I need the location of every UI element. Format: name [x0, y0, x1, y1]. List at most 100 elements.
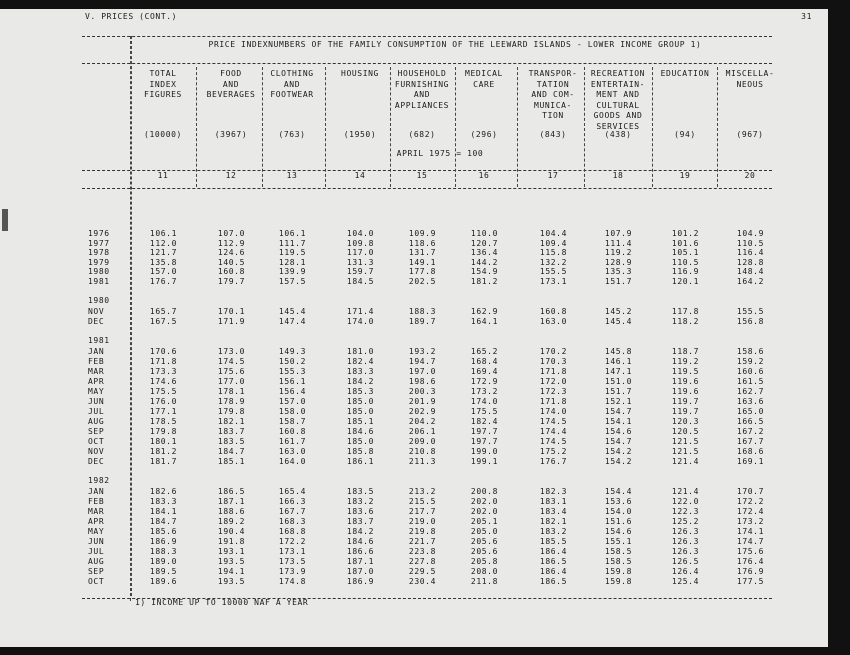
cell-value: 187.1 — [346, 557, 374, 566]
column-header: CARE — [473, 79, 495, 89]
cell-value: 116.4 — [736, 248, 764, 258]
cell-value: 154.1 — [604, 417, 632, 426]
cell-value: 163.0 — [539, 316, 567, 326]
cell-value: 179.8 — [149, 427, 177, 436]
cell-value: 119.5 — [671, 367, 699, 376]
cell-value: 112.0 — [149, 238, 177, 248]
column-header: MISCELLA- — [725, 69, 775, 78]
row-label: FEB — [88, 497, 105, 506]
cell-value: 147.4 — [278, 316, 306, 326]
cell-value: 157.5 — [278, 277, 306, 286]
cell-value: 174.6 — [149, 377, 177, 386]
rule — [82, 188, 772, 189]
cell-value: 106.1 — [149, 229, 177, 238]
row-label: JUN — [88, 537, 105, 546]
row-label: MAR — [88, 367, 105, 376]
cell-value: 150.2 — [278, 357, 306, 366]
cell-value: 197.7 — [470, 437, 498, 446]
cell-value: 128.9 — [604, 257, 632, 267]
cell-value: 167.7 — [278, 507, 306, 516]
cell-value: 144.2 — [470, 257, 498, 267]
cell-value: 221.7 — [408, 537, 436, 546]
cell-value: 128.8 — [736, 257, 764, 267]
cell-value: 184.7 — [217, 447, 245, 456]
cell-value: 176.9 — [736, 567, 764, 576]
column-header: NEOUS — [736, 79, 764, 89]
cell-value: 185.6 — [149, 527, 177, 536]
cell-value: 151.7 — [604, 387, 632, 396]
cell-value: 151.0 — [604, 377, 632, 386]
cell-value: 183.2 — [539, 527, 567, 536]
row-label: 1979 — [88, 257, 110, 267]
cell-value: 178.5 — [149, 417, 177, 426]
cell-value: 193.5 — [217, 577, 245, 586]
cell-value: 200.8 — [470, 487, 498, 496]
cell-value: 166.3 — [278, 497, 306, 506]
cell-value: 166.5 — [736, 417, 764, 426]
row-label: APR — [88, 377, 105, 386]
column-header: CLOTHING — [270, 69, 314, 78]
table-title: PRICE INDEXNUMBERS OF THE FAMILY CONSUMP… — [208, 40, 702, 49]
group-label: 1982 — [88, 476, 110, 485]
group-label: 1981 — [88, 336, 110, 345]
cell-value: 158.0 — [278, 407, 306, 416]
cell-value: 182.1 — [539, 517, 567, 526]
row-label: JAN — [88, 487, 105, 496]
column-separator — [130, 36, 131, 601]
cell-value: 183.7 — [346, 517, 374, 526]
cell-value: 174.4 — [539, 427, 567, 436]
column-weight: (3967) — [214, 130, 248, 139]
column-separator — [717, 67, 718, 187]
cell-value: 173.2 — [470, 387, 498, 396]
cell-value: 170.2 — [539, 347, 567, 356]
cell-value: 126.3 — [671, 547, 699, 556]
cell-value: 156.4 — [278, 387, 306, 396]
cell-value: 186.1 — [346, 457, 374, 466]
cell-value: 135.3 — [604, 267, 632, 277]
cell-value: 165.4 — [278, 487, 306, 496]
cell-value: 118.6 — [408, 238, 436, 248]
cell-value: 159.8 — [604, 577, 632, 586]
cell-value: 121.7 — [149, 248, 177, 258]
column-header: AND — [413, 90, 431, 99]
column-weight: (438) — [604, 130, 632, 139]
cell-value: 184.6 — [346, 537, 374, 546]
cell-value: 159.8 — [604, 567, 632, 576]
cell-value: 154.2 — [604, 457, 632, 466]
cell-value: 230.4 — [408, 577, 436, 586]
cell-value: 125.2 — [671, 517, 699, 526]
cell-value: 219.0 — [408, 517, 436, 526]
cell-value: 101.6 — [671, 238, 699, 248]
row-label: APR — [88, 517, 105, 526]
column-number: 20 — [744, 171, 756, 180]
row-label: NOV — [88, 447, 105, 456]
row-label: JAN — [88, 347, 105, 356]
cell-value: 182.4 — [346, 357, 374, 366]
cell-value: 194.1 — [217, 567, 245, 576]
column-weight: (967) — [736, 130, 764, 139]
cell-value: 158.5 — [604, 547, 632, 556]
cell-value: 109.8 — [346, 238, 374, 248]
cell-value: 172.2 — [278, 537, 306, 546]
column-header: MENT AND — [596, 90, 640, 99]
cell-value: 184.1 — [149, 507, 177, 516]
cell-value: 186.4 — [539, 547, 567, 556]
cell-value: 184.7 — [149, 517, 177, 526]
cell-value: 126.3 — [671, 527, 699, 536]
row-label: 1977 — [88, 238, 110, 248]
cell-value: 149.1 — [408, 257, 436, 267]
rule — [82, 36, 772, 37]
cell-value: 193.2 — [408, 347, 436, 356]
row-label: 1976 — [88, 229, 110, 238]
cell-value: 111.4 — [604, 238, 632, 248]
cell-value: 186.5 — [217, 487, 245, 496]
cell-value: 184.6 — [346, 427, 374, 436]
cell-value: 185.1 — [217, 457, 245, 466]
column-header: MEDICAL — [465, 69, 503, 78]
cell-value: 155.5 — [736, 307, 764, 316]
cell-value: 176.0 — [149, 397, 177, 406]
row-label: NOV — [88, 307, 105, 316]
column-number: 14 — [354, 171, 366, 180]
column-separator — [517, 67, 518, 187]
